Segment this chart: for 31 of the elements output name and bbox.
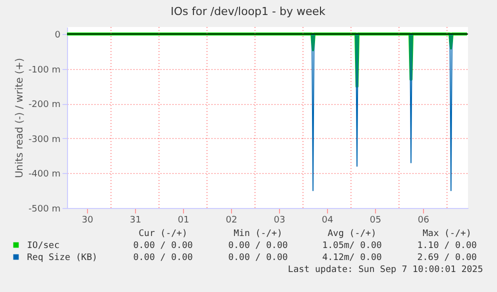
text: 2.69 / 0.00 bbox=[417, 253, 477, 263]
text: 0.00 / 0.00 bbox=[133, 241, 193, 251]
text: Min (-/+) bbox=[234, 229, 282, 239]
legend-label: Req Size (KB) bbox=[27, 253, 98, 263]
y-tick-label: 0 bbox=[54, 30, 61, 40]
text: 0.00 / 0.00 bbox=[228, 241, 288, 251]
y-tick-label: -200 m bbox=[28, 100, 60, 110]
legend-label: IO/sec bbox=[27, 241, 60, 251]
x-tick-label: 02 bbox=[226, 216, 238, 226]
text: 4.12m/ 0.00 bbox=[322, 253, 382, 263]
x-tick-label: 05 bbox=[370, 216, 382, 226]
x-tick-label: 03 bbox=[274, 216, 286, 226]
text: 1.05m/ 0.00 bbox=[322, 241, 382, 251]
text: Last update: Sun Sep 7 10:00:01 2025 bbox=[288, 265, 483, 275]
text: Max (-/+) bbox=[422, 229, 472, 239]
x-tick-label: 04 bbox=[322, 216, 334, 226]
chart-title: IOs for /dev/loop1 - by week bbox=[170, 5, 326, 18]
x-tick-label: 06 bbox=[418, 216, 430, 226]
x-tick-label: 31 bbox=[130, 216, 142, 226]
text: 0.00 / 0.00 bbox=[228, 253, 288, 263]
text: Cur (-/+) bbox=[138, 229, 188, 239]
y-tick-label: -400 m bbox=[28, 170, 60, 180]
y-tick-label: -500 m bbox=[28, 204, 60, 214]
text: 0.00 / 0.00 bbox=[133, 253, 193, 263]
text: Avg (-/+) bbox=[328, 229, 376, 239]
text: 1.10 / 0.00 bbox=[417, 241, 477, 251]
y-tick-label: -300 m bbox=[28, 134, 60, 145]
x-tick-label: 01 bbox=[178, 216, 190, 226]
y-axis-title: Units read (-) / write (+) bbox=[14, 58, 26, 178]
y-tick-label: -100 m bbox=[28, 65, 60, 76]
x-tick-label: 30 bbox=[82, 216, 94, 226]
